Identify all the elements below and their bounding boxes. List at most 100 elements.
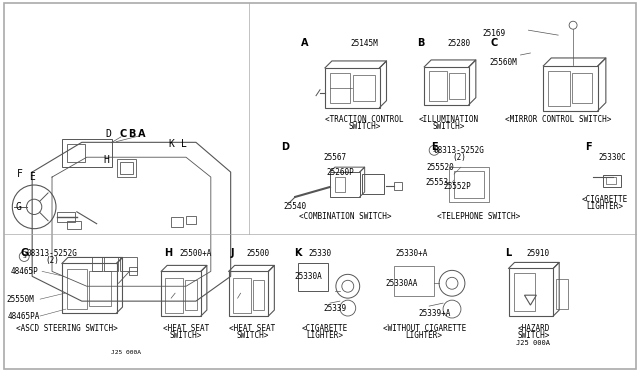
- Text: K: K: [294, 248, 302, 259]
- Bar: [228, 271, 268, 316]
- Text: <ASCD STEERING SWITCH>: <ASCD STEERING SWITCH>: [16, 324, 118, 333]
- Text: 25500: 25500: [247, 249, 270, 258]
- Bar: [171, 217, 183, 227]
- Bar: [548, 71, 570, 106]
- Text: 25550M: 25550M: [6, 295, 34, 304]
- Text: D: D: [281, 142, 289, 152]
- Text: SWITCH>: SWITCH>: [348, 122, 381, 131]
- Bar: [62, 140, 111, 167]
- Bar: [116, 159, 136, 177]
- Text: (2): (2): [45, 256, 59, 265]
- Text: 25145M: 25145M: [351, 39, 378, 48]
- Text: SWITCH>: SWITCH>: [517, 331, 550, 340]
- Text: (2): (2): [452, 153, 466, 162]
- Bar: [120, 257, 138, 271]
- Bar: [67, 144, 84, 162]
- Bar: [513, 273, 536, 311]
- Text: <MIRROR CONTROL SWITCH>: <MIRROR CONTROL SWITCH>: [505, 115, 611, 124]
- Text: 48465PA: 48465PA: [8, 311, 40, 321]
- Text: <COMBINATION SWITCH>: <COMBINATION SWITCH>: [299, 212, 391, 221]
- Text: <HEAT SEAT: <HEAT SEAT: [163, 324, 209, 333]
- Bar: [603, 175, 621, 187]
- Text: 25910: 25910: [527, 249, 550, 258]
- Bar: [186, 216, 196, 224]
- Text: LIGHTER>: LIGHTER>: [406, 331, 443, 340]
- Bar: [429, 71, 447, 101]
- Bar: [185, 280, 197, 310]
- Text: 25339: 25339: [323, 304, 346, 312]
- Text: <TRACTION CONTROL: <TRACTION CONTROL: [325, 115, 404, 124]
- Bar: [120, 162, 133, 174]
- Text: G: G: [15, 202, 21, 212]
- Text: 255520: 255520: [426, 163, 454, 171]
- Text: S: S: [22, 254, 26, 259]
- Bar: [330, 172, 360, 197]
- Text: 25330C: 25330C: [599, 153, 627, 162]
- Bar: [330, 73, 350, 103]
- Text: E: E: [431, 142, 438, 152]
- Bar: [253, 280, 264, 310]
- Text: A: A: [138, 129, 145, 140]
- Text: B: B: [128, 129, 135, 140]
- Bar: [67, 221, 81, 229]
- Text: A: A: [301, 38, 309, 48]
- Text: 25560M: 25560M: [490, 58, 518, 67]
- Text: SWITCH>: SWITCH>: [433, 122, 465, 131]
- Bar: [449, 73, 465, 99]
- Text: 25553: 25553: [426, 177, 449, 186]
- Text: 25280: 25280: [447, 39, 470, 48]
- Text: L: L: [181, 139, 187, 149]
- Bar: [67, 269, 87, 309]
- Text: 08313-5252G: 08313-5252G: [27, 249, 77, 258]
- Text: 25330: 25330: [308, 249, 332, 258]
- Bar: [325, 68, 380, 108]
- Text: <CIGARETTE: <CIGARETTE: [582, 195, 628, 204]
- Bar: [449, 167, 489, 202]
- Bar: [424, 67, 469, 105]
- Bar: [161, 271, 201, 316]
- Text: 25567: 25567: [323, 153, 346, 162]
- Bar: [543, 66, 598, 110]
- Bar: [353, 75, 374, 101]
- Text: J25 000A: J25 000A: [111, 350, 141, 355]
- Bar: [165, 278, 183, 313]
- Bar: [92, 257, 102, 271]
- Bar: [454, 171, 484, 198]
- Text: <WITHOUT CIGARETTE: <WITHOUT CIGARETTE: [383, 324, 466, 333]
- Text: H: H: [104, 155, 109, 165]
- Bar: [129, 267, 138, 275]
- Text: 25540: 25540: [284, 202, 307, 211]
- Text: <ILLUMINATION: <ILLUMINATION: [419, 115, 479, 124]
- Text: F: F: [585, 142, 591, 152]
- Bar: [362, 174, 383, 194]
- Text: 25169: 25169: [482, 29, 505, 38]
- Bar: [335, 177, 345, 192]
- Bar: [89, 271, 111, 306]
- Text: 25260P: 25260P: [326, 168, 354, 177]
- Bar: [572, 73, 592, 103]
- Text: C: C: [490, 38, 497, 48]
- Text: <HEAT SEAT: <HEAT SEAT: [229, 324, 276, 333]
- Text: C: C: [120, 129, 127, 140]
- Text: 25500+A: 25500+A: [180, 249, 212, 258]
- Text: H: H: [164, 248, 172, 259]
- Text: S: S: [432, 148, 436, 153]
- Text: 25330A: 25330A: [294, 272, 322, 281]
- Bar: [556, 279, 568, 309]
- Bar: [394, 266, 434, 296]
- Text: B: B: [417, 38, 425, 48]
- Text: J: J: [231, 248, 234, 259]
- Text: 25330AA: 25330AA: [385, 279, 417, 288]
- Bar: [606, 177, 616, 184]
- Bar: [509, 268, 553, 316]
- Bar: [298, 263, 328, 291]
- Text: J25 000A: J25 000A: [516, 340, 550, 346]
- Bar: [233, 278, 250, 313]
- Text: <HAZARD: <HAZARD: [517, 324, 550, 333]
- Text: LIGHTER>: LIGHTER>: [307, 331, 344, 340]
- Text: <CIGARETTE: <CIGARETTE: [302, 324, 348, 333]
- Text: G: G: [20, 248, 28, 259]
- Text: SWITCH>: SWITCH>: [170, 331, 202, 340]
- Text: L: L: [506, 248, 512, 259]
- Text: 25339+A: 25339+A: [418, 308, 451, 318]
